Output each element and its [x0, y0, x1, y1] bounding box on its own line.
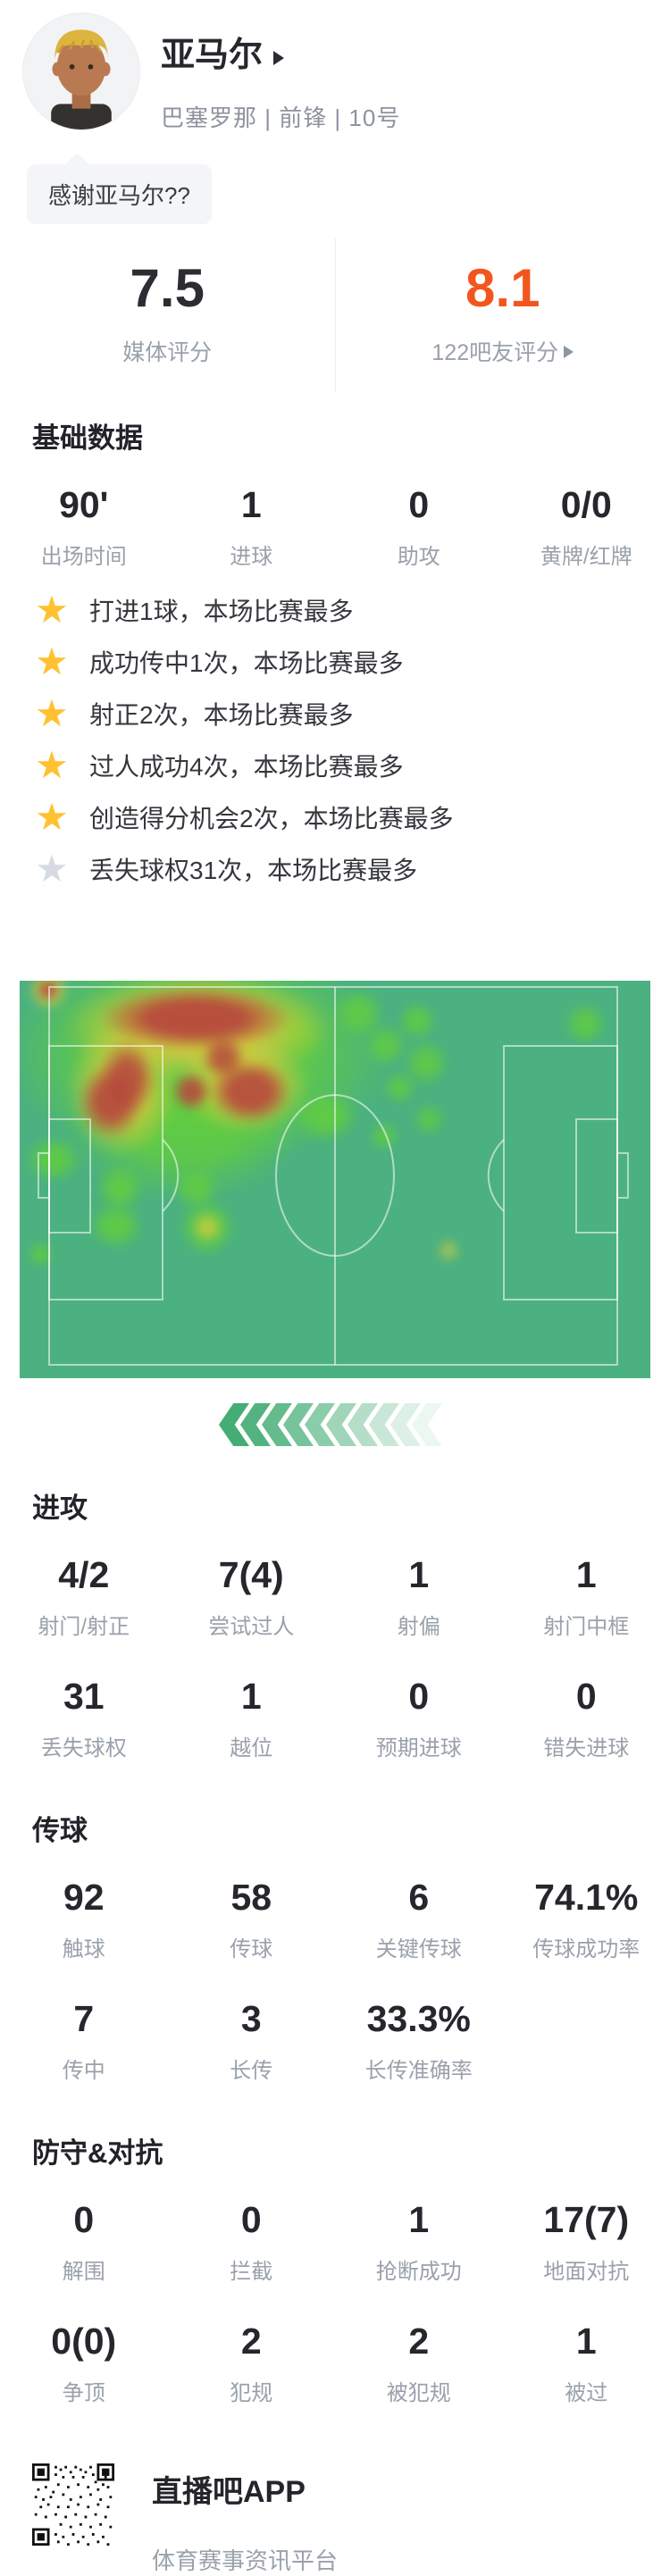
app-description: 体育赛事资讯平台: [152, 2543, 338, 2576]
player-detail-arrow-icon: [273, 51, 284, 65]
player-photo-illustration: [23, 13, 139, 130]
heatmap-pitch: [20, 981, 650, 1378]
section-title-passing: 传球: [32, 1808, 670, 1848]
attack-direction-chevrons-icon: [0, 1403, 670, 1446]
stat-minutes: 90'出场时间: [0, 486, 168, 570]
comment-bubble: 感谢亚马尔??: [27, 164, 212, 224]
star-icon: ★: [30, 799, 73, 836]
highlight-item: ★ 打进1球，本场比赛最多: [30, 584, 670, 636]
highlight-item: ★ 丢失球权31次，本场比赛最多: [30, 843, 670, 895]
star-icon: ★: [30, 695, 73, 732]
player-name-row[interactable]: 亚马尔: [161, 38, 670, 75]
highlight-item: ★ 射正2次，本场比赛最多: [30, 688, 670, 740]
player-header: 亚马尔 巴塞罗那 | 前锋 | 10号: [0, 0, 670, 134]
highlight-item: ★ 成功传中1次，本场比赛最多: [30, 636, 670, 688]
app-name: 直播吧APP: [152, 2467, 338, 2511]
player-avatar[interactable]: [22, 13, 140, 130]
star-icon: ★: [30, 747, 73, 784]
stat-aerial-duels: 0(0)争顶: [0, 2322, 168, 2406]
app-footer: 直播吧APP 体育赛事资讯平台: [32, 2463, 670, 2576]
section-title-attack: 进攻: [32, 1485, 670, 1526]
stat-dribbles: 7(4)尝试过人: [168, 1556, 336, 1640]
star-icon: ★: [30, 591, 73, 629]
media-rating: 7.5 媒体评分: [0, 238, 335, 392]
fans-rating-label: 122吧友评分: [336, 335, 670, 367]
highlight-item: ★ 创造得分机会2次，本场比赛最多: [30, 791, 670, 843]
stat-ground-duels: 17(7)地面对抗: [503, 2201, 670, 2285]
star-gray-icon: ★: [30, 850, 73, 888]
stat-empty-cell: [503, 2000, 670, 2084]
highlight-item: ★ 过人成功4次，本场比赛最多: [30, 740, 670, 791]
pitch-lines: [20, 981, 650, 1378]
section-title-basic: 基础数据: [32, 415, 670, 456]
player-team-line: 巴塞罗那 | 前锋 | 10号: [161, 100, 670, 133]
ratings-panel: 7.5 媒体评分 8.1 122吧友评分: [0, 238, 670, 392]
stat-pass-accuracy: 74.1%传球成功率: [503, 1878, 670, 1962]
media-rating-label: 媒体评分: [0, 335, 335, 367]
fans-rating-score: 8.1: [336, 262, 670, 315]
section-title-defense: 防守&对抗: [32, 2130, 670, 2170]
fans-rating[interactable]: 8.1 122吧友评分: [335, 238, 670, 392]
qr-code: [32, 2463, 114, 2546]
stat-long-ball-accuracy: 33.3%长传准确率: [335, 2000, 503, 2084]
media-rating-score: 7.5: [0, 262, 335, 315]
star-icon: ★: [30, 643, 73, 681]
highlights-list: ★ 打进1球，本场比赛最多 ★ 成功传中1次，本场比赛最多 ★ 射正2次，本场比…: [30, 584, 670, 895]
fans-rating-arrow-icon: [564, 346, 574, 358]
player-name: 亚马尔: [161, 38, 263, 75]
